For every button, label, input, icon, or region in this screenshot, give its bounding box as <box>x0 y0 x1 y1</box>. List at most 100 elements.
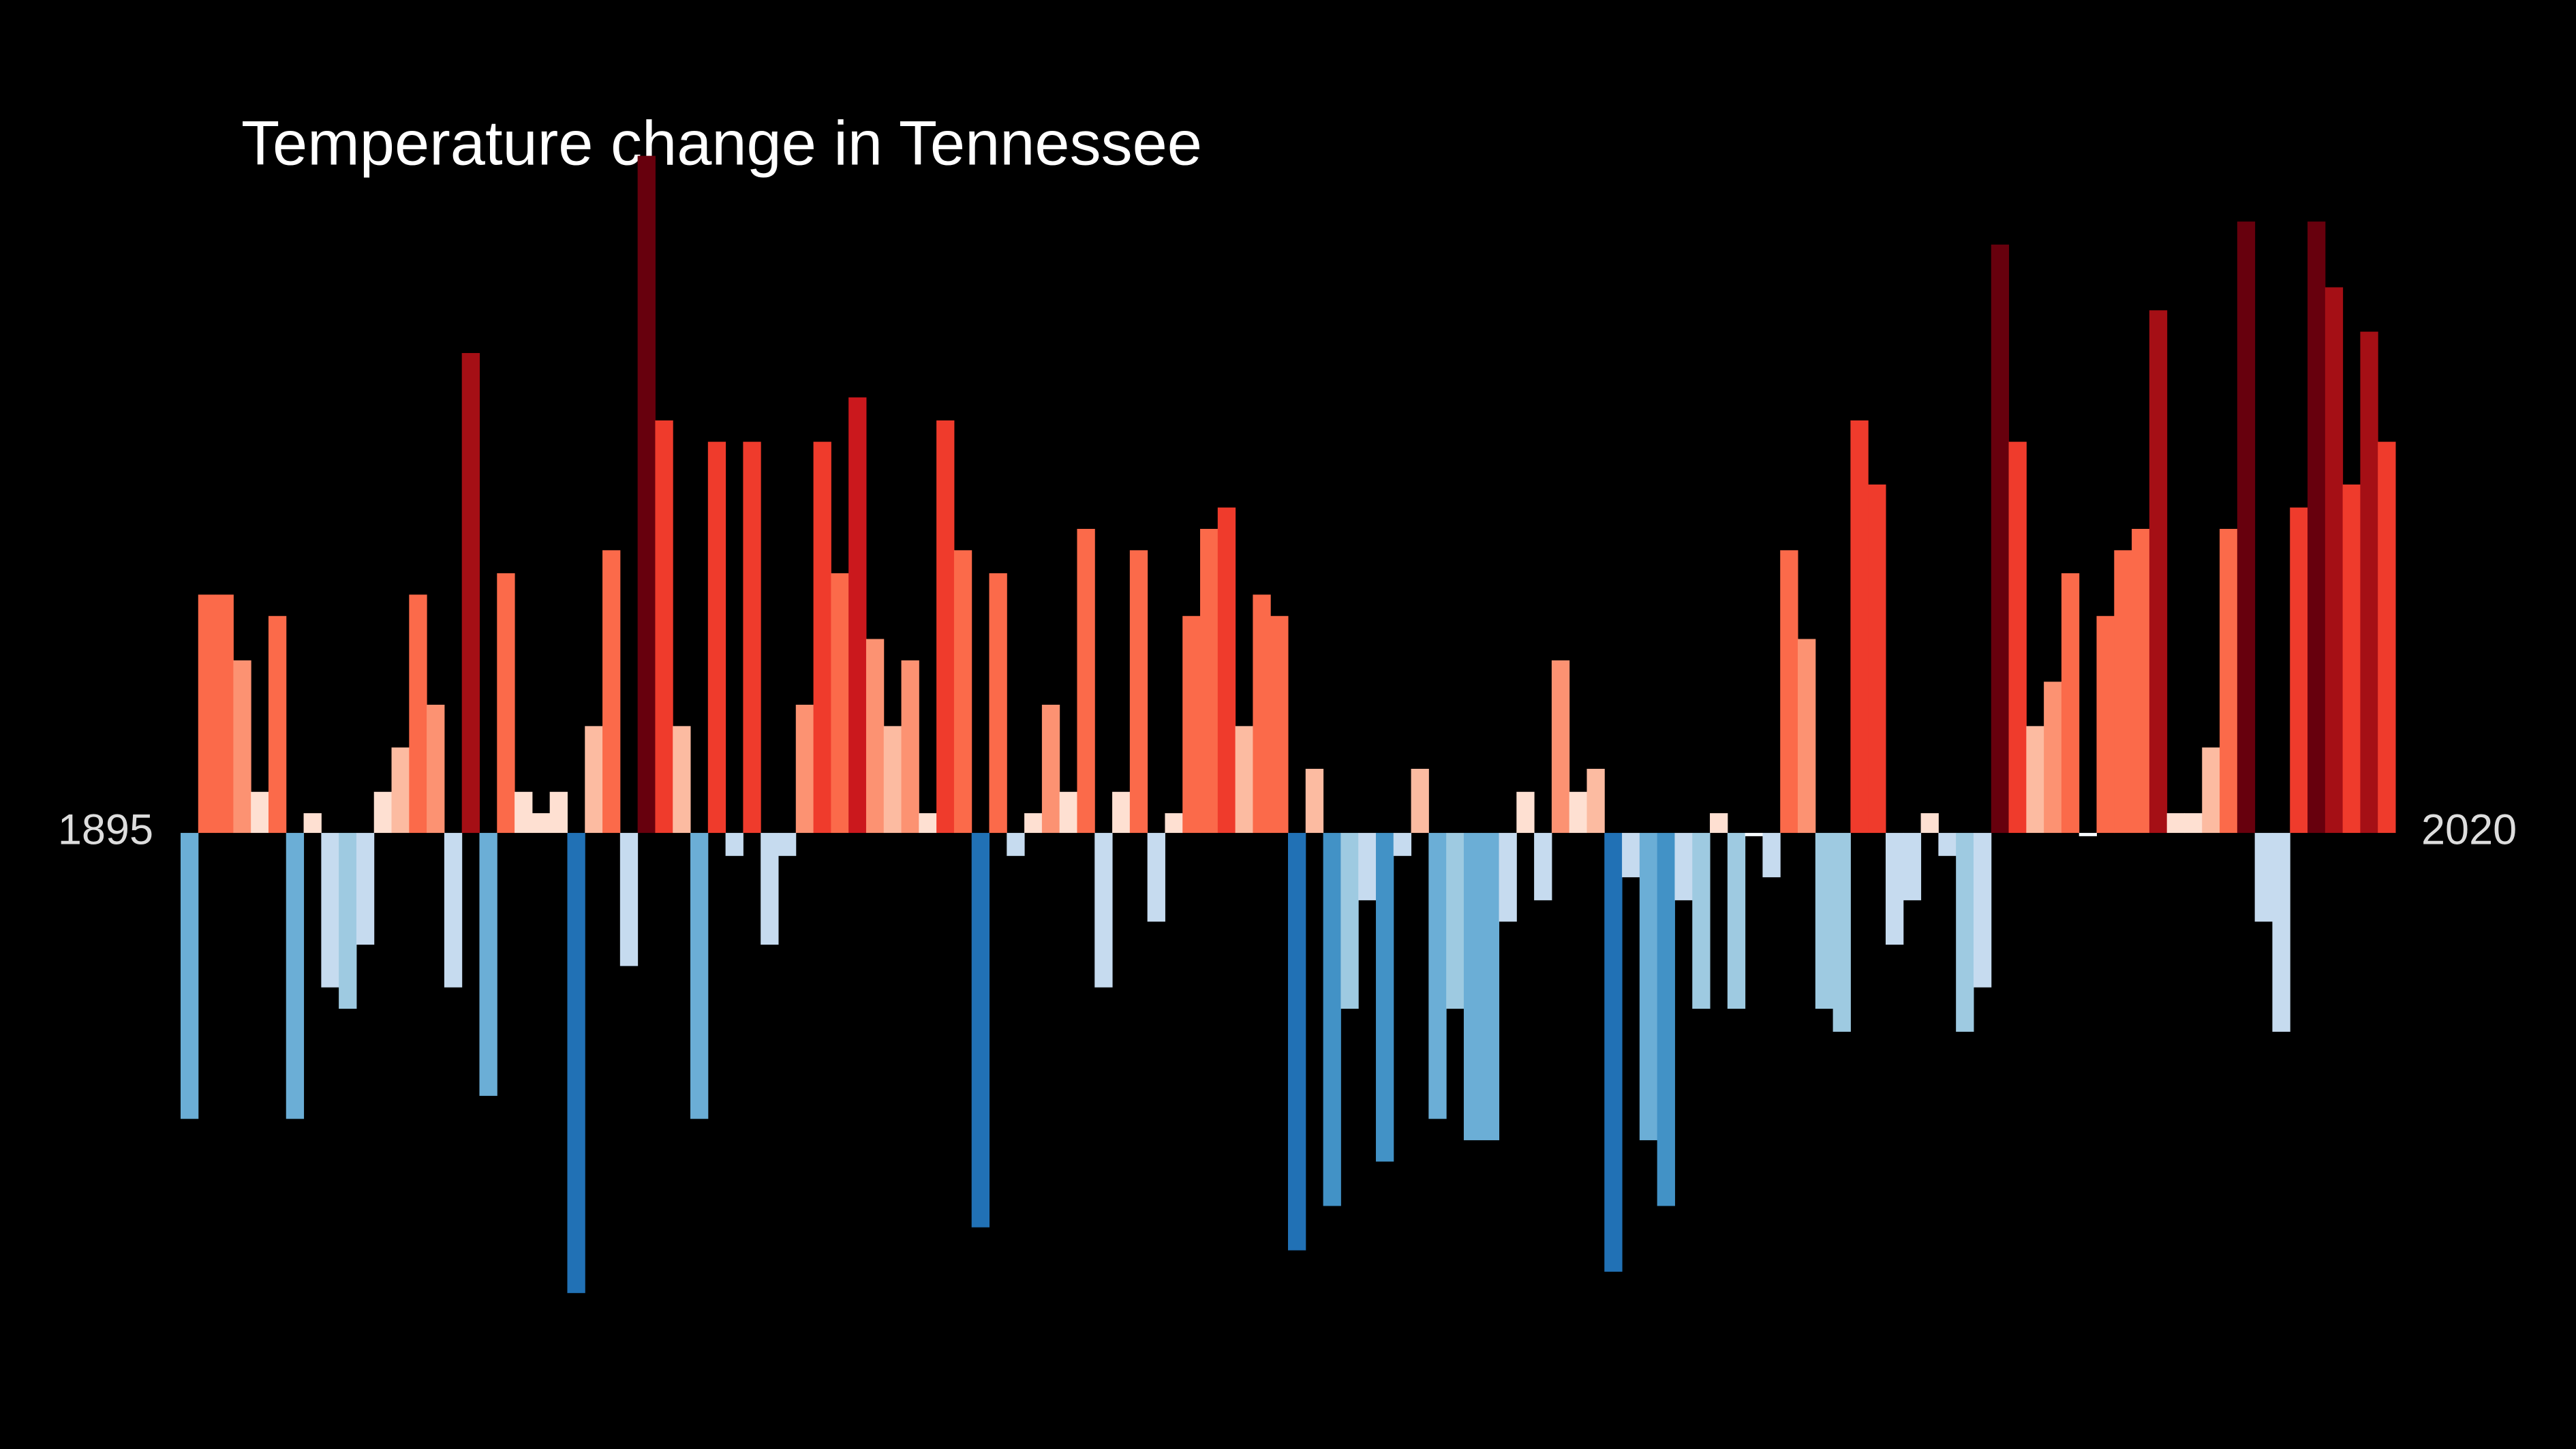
bar <box>427 704 445 834</box>
bar <box>1041 704 1060 834</box>
bar <box>1235 726 1253 834</box>
bar <box>1077 528 1095 834</box>
bar <box>1358 833 1377 900</box>
bar <box>391 747 410 834</box>
bar <box>1798 639 1816 834</box>
bar <box>303 813 322 834</box>
bar <box>1604 833 1623 1272</box>
bar <box>1762 833 1781 878</box>
bar <box>2114 550 2132 834</box>
bar <box>2166 813 2185 834</box>
bar <box>1674 833 1693 900</box>
year-label: 2020 <box>2421 806 2517 854</box>
bar <box>2220 528 2238 834</box>
bar <box>2079 833 2098 836</box>
bar <box>1991 244 2010 834</box>
bar <box>865 639 885 834</box>
bar <box>251 791 269 834</box>
bar <box>1393 833 1412 856</box>
bar <box>1903 833 1922 900</box>
bar <box>1007 833 1025 856</box>
bar <box>1217 507 1236 834</box>
bar <box>1780 550 1798 834</box>
bar <box>813 442 831 834</box>
bar <box>919 813 937 834</box>
bar <box>2132 528 2150 834</box>
bar <box>2026 726 2044 834</box>
bar <box>1727 833 1746 1009</box>
bar <box>198 594 217 834</box>
bar <box>1182 615 1201 834</box>
bar <box>1885 833 1904 945</box>
bar <box>479 833 497 1096</box>
bar <box>602 550 621 834</box>
bar <box>497 573 515 834</box>
bar <box>2237 222 2256 834</box>
bar <box>1094 833 1113 988</box>
bar <box>1340 833 1359 1009</box>
bar <box>2202 747 2220 834</box>
bar <box>1270 615 1289 834</box>
bar <box>2061 573 2080 834</box>
bar <box>321 833 339 988</box>
bar <box>1112 791 1131 834</box>
bar <box>2149 310 2168 834</box>
bar <box>2290 507 2308 834</box>
bar <box>761 833 779 945</box>
bar <box>1956 833 1974 1032</box>
bar <box>1745 833 1763 836</box>
bar <box>831 573 849 834</box>
bar <box>1375 833 1394 1162</box>
bar <box>1868 484 1886 834</box>
bar <box>339 833 357 1009</box>
bar <box>1973 833 1992 988</box>
bar <box>2307 222 2326 834</box>
bar <box>2342 484 2361 834</box>
bar <box>778 833 797 856</box>
bar <box>1200 528 1218 834</box>
bar <box>971 833 990 1227</box>
bar <box>2096 615 2115 834</box>
bar <box>707 442 726 834</box>
bar <box>1710 813 1728 834</box>
bar <box>2254 833 2273 922</box>
bar <box>2360 331 2378 834</box>
bar <box>1551 660 1570 834</box>
bar <box>1499 833 1517 922</box>
bar <box>2184 813 2203 834</box>
bar <box>461 352 480 834</box>
bar <box>619 833 639 966</box>
bar <box>1288 833 1306 1251</box>
bar <box>2044 682 2062 834</box>
bar <box>1815 833 1834 1009</box>
bar <box>795 704 814 834</box>
bar <box>1147 833 1165 922</box>
bar <box>1428 833 1447 1119</box>
bar <box>1657 833 1675 1206</box>
year-label: 1895 <box>58 806 153 854</box>
bar <box>1411 769 1429 834</box>
bar <box>1481 833 1500 1140</box>
bar <box>1323 833 1341 1206</box>
bar <box>1534 833 1552 900</box>
bar <box>655 420 673 834</box>
bar <box>743 442 761 834</box>
bar <box>1446 833 1465 1009</box>
bar <box>1920 813 1939 834</box>
chart-title: Temperature change in Tennessee <box>241 108 1202 178</box>
bar <box>444 833 463 988</box>
bar <box>215 594 234 834</box>
bar <box>953 550 972 834</box>
bar <box>2008 442 2027 834</box>
bar <box>2378 442 2396 834</box>
bar <box>1833 833 1851 1032</box>
bar <box>1059 791 1077 834</box>
bar <box>1516 791 1535 834</box>
bar <box>532 813 551 834</box>
bar <box>567 833 585 1294</box>
bar <box>1165 813 1183 834</box>
bar <box>637 155 656 834</box>
bar <box>1639 833 1658 1140</box>
bar <box>2325 287 2344 834</box>
